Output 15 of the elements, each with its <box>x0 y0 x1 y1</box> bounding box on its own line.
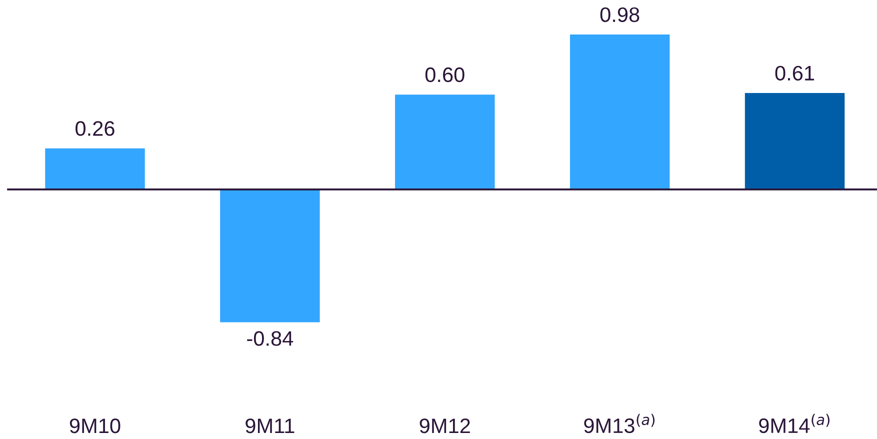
bar <box>570 34 670 190</box>
data-label: -0.84 <box>247 331 294 346</box>
x-tick-label: 9M11 <box>246 418 294 434</box>
data-label: 0.98 <box>600 7 640 22</box>
x-tick-label: 9M13$^{(a)}$ <box>584 414 655 434</box>
x-tick-label: 9M10 <box>70 418 120 434</box>
bar <box>744 93 845 190</box>
bar <box>45 148 145 190</box>
bar <box>220 189 320 322</box>
data-label: 0.61 <box>775 66 814 81</box>
data-label: 0.60 <box>425 67 464 82</box>
x-tick-label: 9M14$^{(a)}$ <box>759 414 830 434</box>
bar <box>395 94 495 190</box>
x-tick-label: 9M12 <box>420 418 470 434</box>
data-label: 0.26 <box>76 121 114 136</box>
